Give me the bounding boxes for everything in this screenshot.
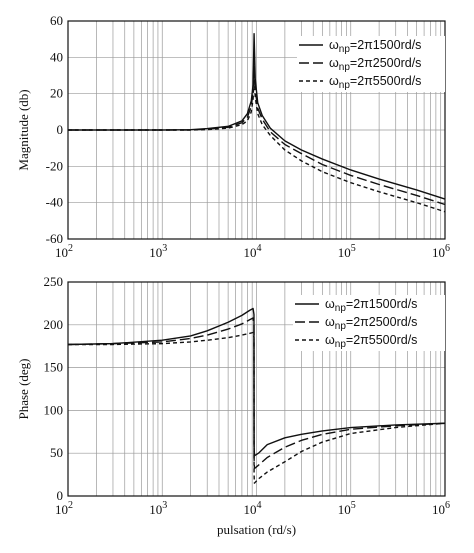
x-tick-label: 106 (432, 500, 450, 517)
y-tick-label: 0 (57, 488, 64, 503)
y-tick-label: 150 (44, 360, 64, 375)
y-tick-label: 20 (50, 86, 63, 101)
legend-entry: ωnp=2π5500rd/s (329, 74, 421, 91)
y-tick-label: -20 (46, 158, 63, 173)
legend-entry: ωnp=2π2500rd/s (325, 315, 417, 332)
series-line-2 (68, 56, 446, 206)
y-tick-label: 200 (44, 317, 64, 332)
x-tick-label: 104 (244, 243, 262, 260)
legend: ωnp=2π1500rd/sωnp=2π2500rd/sωnp=2π5500rd… (297, 36, 445, 92)
series-line-3 (68, 74, 446, 213)
y-tick-label: 60 (50, 13, 63, 28)
y-tick-label: -40 (46, 195, 63, 210)
series-line-3 (68, 331, 446, 484)
y-tick-label: -60 (46, 231, 63, 246)
x-tick-label: 102 (55, 243, 73, 260)
legend-entry: ωnp=2π5500rd/s (325, 333, 417, 350)
legend-entry: ωnp=2π1500rd/s (325, 297, 417, 314)
y-axis-label: Phase (deg) (16, 358, 31, 419)
y-axis-label: Magnitude (db) (16, 89, 31, 170)
plot-frame (67, 281, 446, 497)
x-tick-label: 106 (432, 243, 450, 260)
x-tick-label: 105 (338, 243, 356, 260)
legend: ωnp=2π1500rd/sωnp=2π2500rd/sωnp=2π5500rd… (293, 295, 445, 351)
x-tick-label: 105 (338, 500, 356, 517)
chart-magnitude: -60 -40 -20 0 20 40 60 102 103 104 105 106 Magnitude… (16, 13, 450, 260)
y-tick-label: 250 (44, 274, 64, 289)
y-tick-label: 100 (44, 402, 64, 417)
x-axis-label: pulsation (rd/s) (217, 522, 296, 537)
y-tick-label: 0 (57, 122, 64, 137)
x-tick-label: 102 (55, 500, 73, 517)
x-tick-label: 104 (244, 500, 262, 517)
chart-phase: 0 50 100 150 200 250 102 103 104 105 106 Phase (deg… (16, 274, 450, 537)
y-tick-label: 50 (50, 445, 63, 460)
series-line-2 (67, 317, 446, 470)
x-tick-label: 103 (149, 243, 167, 260)
legend-entry: ωnp=2π1500rd/s (329, 38, 421, 55)
x-tick-label: 103 (149, 500, 167, 517)
legend-entry: ωnp=2π2500rd/s (329, 56, 421, 73)
y-tick-label: 40 (50, 49, 63, 64)
